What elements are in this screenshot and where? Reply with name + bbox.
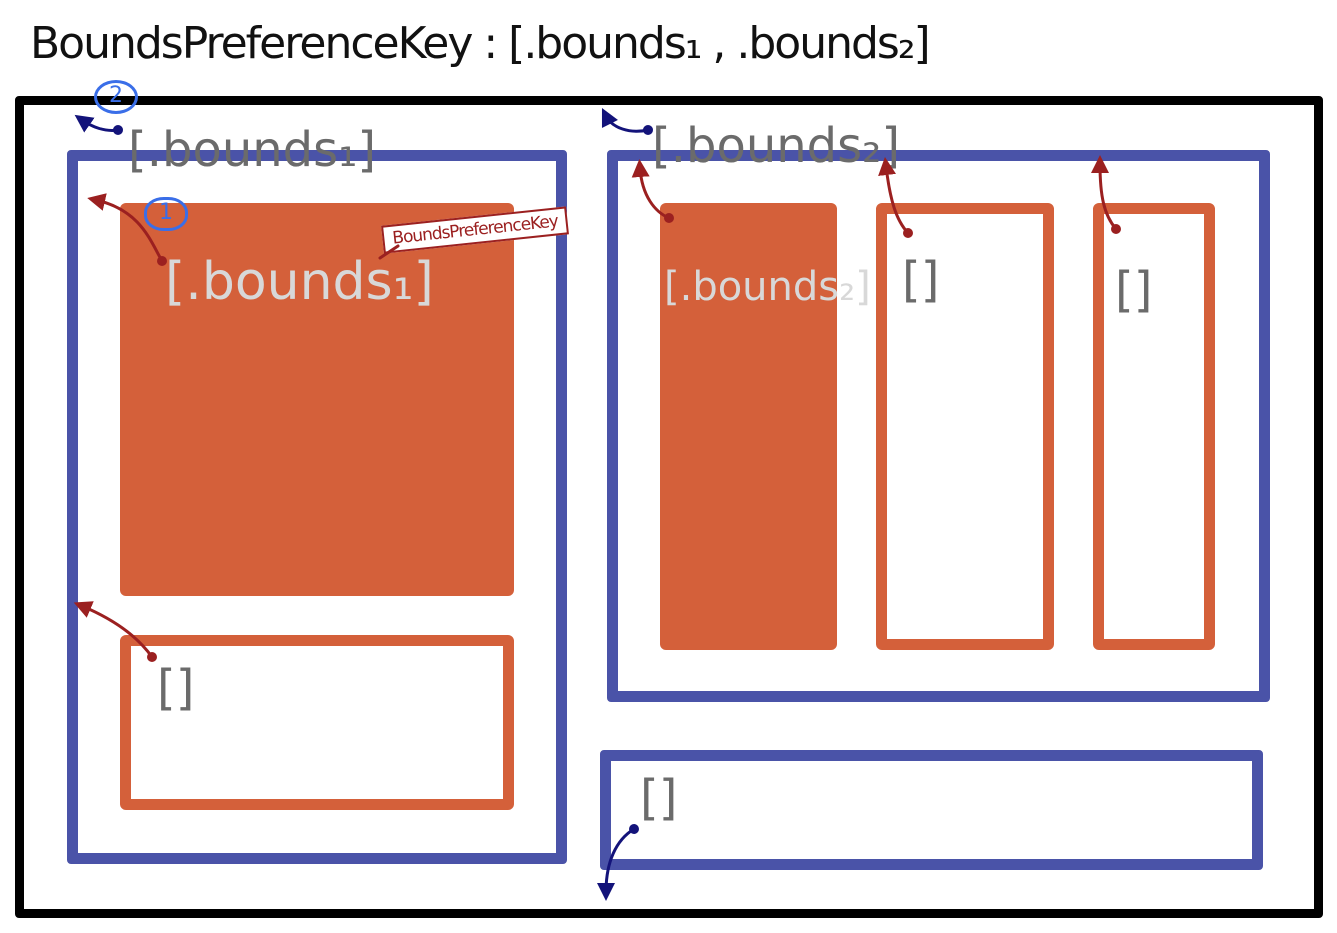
- bottom-container: [600, 750, 1263, 870]
- tall-orange-view: [660, 203, 837, 650]
- left-container: [67, 150, 567, 864]
- right-empty-label: []: [1115, 262, 1153, 318]
- left-bottom-empty-label: []: [157, 660, 195, 716]
- outer-frame: [15, 96, 1323, 918]
- left-container-label: [.bounds₁]: [128, 122, 377, 178]
- right-outline-view: [1093, 203, 1215, 650]
- mid-outline-view: [876, 203, 1054, 650]
- big-orange-view: [120, 203, 514, 596]
- step-marker-two: 2: [94, 80, 138, 114]
- step-marker-one: 1: [144, 197, 188, 231]
- right-container-label: [.bounds₂]: [652, 118, 901, 174]
- big-orange-label: [.bounds₁]: [165, 252, 434, 312]
- bottom-empty-label: []: [640, 770, 678, 826]
- left-bottom-view: [120, 635, 514, 810]
- tall-orange-label: [.bounds₂]: [664, 264, 871, 310]
- right-container: [607, 150, 1270, 702]
- diagram-title: BoundsPreferenceKey : [.bounds₁ , .bound…: [30, 18, 931, 69]
- mid-empty-label: []: [902, 252, 940, 308]
